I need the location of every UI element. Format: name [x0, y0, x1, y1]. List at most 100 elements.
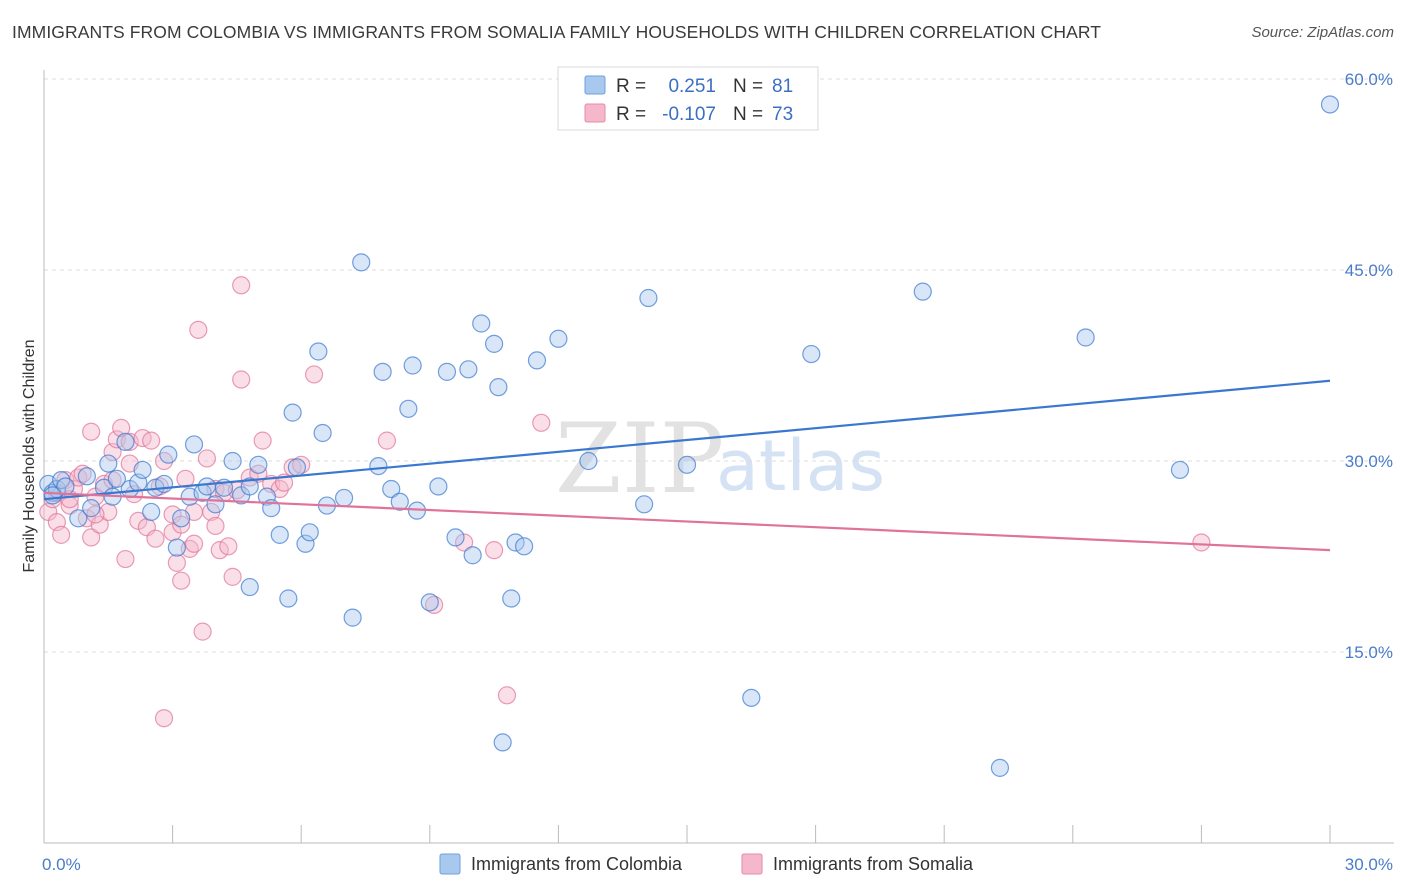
colombia-point — [69, 509, 88, 528]
somalia-point — [82, 528, 101, 547]
colombia-point — [300, 523, 319, 542]
colombia-point — [56, 477, 75, 496]
colombia-point — [154, 474, 174, 494]
y-axis-label: Family Households with Children — [21, 340, 38, 573]
somalia-point — [223, 567, 242, 586]
somalia-point — [112, 418, 131, 437]
colombia-point — [639, 288, 658, 308]
somalia-point — [116, 549, 135, 569]
colombia-point — [107, 469, 126, 488]
watermark-zip: ZIP — [555, 403, 724, 515]
colombia-point — [352, 253, 371, 272]
colombia-point — [1076, 328, 1095, 347]
colombia-point — [489, 378, 508, 397]
colombia-point — [240, 477, 259, 496]
somalia-point — [52, 525, 71, 544]
somalia-point — [377, 431, 397, 450]
colombia-n-value: 81 — [772, 76, 793, 97]
colombia-point — [257, 487, 277, 506]
colombia-point — [1170, 460, 1190, 480]
somalia-point — [193, 622, 212, 641]
colombia-point — [549, 329, 568, 348]
colombia-point — [485, 334, 504, 353]
legend-somalia-label: Immigrants from Somalia — [773, 854, 974, 874]
y-tick-label: 15.0% — [1345, 643, 1393, 662]
colombia-point — [296, 534, 315, 553]
colombia-point — [99, 454, 118, 473]
colombia-point — [527, 351, 547, 370]
series-legend: Immigrants from Colombia Immigrants from… — [439, 853, 974, 875]
colombia-point — [635, 495, 654, 514]
colombia-point — [313, 423, 332, 443]
y-tick-label: 60.0% — [1345, 70, 1393, 89]
colombia-point — [206, 495, 225, 514]
colombia-point — [116, 432, 135, 451]
somalia-point — [454, 533, 474, 552]
colombia-point — [240, 577, 259, 597]
legend-colombia-swatch — [439, 853, 461, 875]
colombia-point — [677, 455, 697, 474]
colombia-point — [802, 344, 821, 364]
colombia-point — [502, 589, 521, 608]
somalia-point — [82, 422, 101, 441]
colombia-point — [463, 546, 482, 565]
somalia-point — [197, 449, 216, 468]
somalia-point — [206, 516, 225, 536]
colombia-swatch — [584, 75, 606, 95]
colombia-point — [270, 525, 289, 544]
somalia-point — [232, 276, 251, 295]
colombia-point — [77, 467, 96, 486]
somalia-point — [497, 686, 517, 705]
x-tick-label-max: 30.0% — [1345, 855, 1393, 874]
colombia-point — [249, 455, 268, 474]
stats-legend: R = 0.251 N = 81 R = -0.107 N = 73 — [557, 66, 819, 131]
somalia-point — [532, 413, 551, 432]
somalia-point — [485, 541, 504, 560]
colombia-trend-line — [43, 379, 1331, 501]
chart-title: IMMIGRANTS FROM COLOMBIA VS IMMIGRANTS F… — [12, 22, 1102, 42]
legend-colombia-label: Immigrants from Colombia — [471, 854, 683, 874]
colombia-point — [283, 403, 302, 422]
somalia-point — [253, 431, 272, 450]
source-label: Source: ZipAtlas.com — [1251, 24, 1394, 41]
colombia-point — [742, 688, 761, 707]
colombia-point — [579, 451, 598, 471]
colombia-point — [197, 477, 216, 496]
somalia-point — [232, 370, 251, 389]
colombia-r-label: R = — [616, 76, 646, 97]
somalia-point — [184, 534, 204, 553]
colombia-points — [39, 95, 1340, 777]
colombia-point — [369, 456, 388, 476]
colombia-point — [172, 509, 191, 528]
colombia-point — [334, 488, 354, 508]
legend-somalia-swatch — [741, 853, 763, 875]
colombia-point — [506, 533, 525, 552]
colombia-point — [913, 282, 932, 301]
somalia-point — [210, 541, 229, 560]
somalia-point — [172, 515, 191, 534]
colombia-point — [159, 445, 178, 464]
colombia-point — [437, 362, 457, 381]
somalia-point — [219, 537, 238, 556]
colombia-point — [373, 362, 392, 381]
somalia-r-label: R = — [616, 104, 646, 125]
colombia-point — [493, 733, 512, 752]
colombia-point — [472, 314, 491, 333]
colombia-point — [515, 537, 534, 556]
x-tick-label-min: 0.0% — [42, 855, 81, 874]
colombia-point — [390, 492, 409, 511]
colombia-point — [420, 593, 439, 612]
trend-lines — [43, 379, 1331, 552]
colombia-point — [403, 356, 422, 375]
somalia-point — [176, 469, 195, 488]
colombia-point — [309, 342, 328, 361]
somalia-point — [189, 320, 208, 339]
somalia-point — [167, 553, 186, 572]
colombia-point — [990, 758, 1010, 777]
y-tick-label: 30.0% — [1345, 452, 1393, 471]
colombia-point — [459, 360, 478, 379]
colombia-point — [133, 460, 152, 480]
y-tick-label: 45.0% — [1345, 261, 1393, 280]
colombia-point — [382, 479, 401, 499]
